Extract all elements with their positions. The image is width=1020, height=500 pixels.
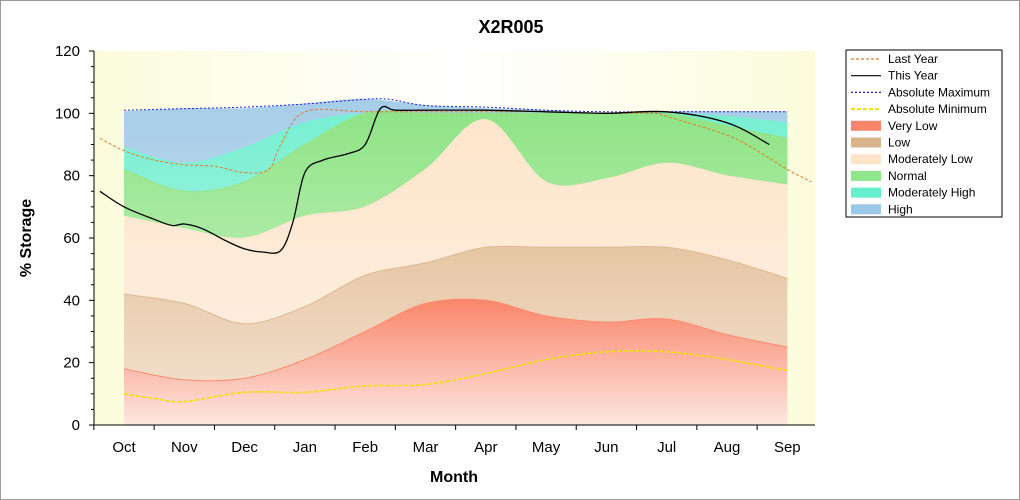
legend-item-last-year: Last Year: [851, 52, 938, 66]
legend-label: Very Low: [888, 119, 938, 133]
y-tick-label: 0: [72, 417, 80, 434]
band-edge-normal: [123, 110, 788, 193]
x-tick-label: Feb: [352, 439, 378, 456]
legend-label: Absolute Maximum: [888, 85, 990, 99]
y-tick-label: 80: [63, 168, 80, 185]
legend-swatch-icon: [851, 187, 881, 198]
x-tick-label: Jun: [594, 439, 618, 456]
x-tick-label: Dec: [231, 439, 258, 456]
legend-label: This Year: [888, 69, 938, 83]
x-tick-label: Apr: [474, 439, 497, 456]
legend-item-absolute-minimum: Absolute Minimum: [851, 102, 987, 116]
legend-item-absolute-maximum: Absolute Maximum: [851, 85, 990, 99]
x-tick-label: Nov: [171, 439, 198, 456]
y-axis-label: % Storage: [18, 199, 35, 277]
series-this-year: [99, 105, 770, 254]
y-tick-label: 60: [63, 230, 80, 247]
x-tick-label: Sep: [774, 439, 801, 456]
series-absolute-maximum: [123, 98, 788, 113]
y-tick-label: 100: [55, 105, 80, 122]
y-tick-label: 20: [63, 355, 80, 372]
legend-item-normal: Normal: [851, 169, 927, 183]
legend-item-high: High: [851, 202, 913, 216]
legend-label: Normal: [888, 169, 927, 183]
y-ticks: 0 20 40 60 80 100 120: [55, 43, 94, 434]
y-tick-label: 120: [55, 43, 80, 60]
legend-label: Absolute Minimum: [888, 102, 987, 116]
legend-label: Moderately High: [888, 186, 975, 200]
storage-lines: [99, 98, 812, 403]
legend-item-moderately-high: Moderately High: [851, 186, 975, 200]
legend-item-this-year: This Year: [851, 69, 938, 83]
band-very-low: [124, 299, 788, 425]
legend-item-low: Low: [851, 136, 910, 150]
y-tick-label: 40: [63, 292, 80, 309]
series-last-year: [99, 108, 812, 183]
x-tick-label: Oct: [112, 439, 136, 456]
legend-swatch-icon: [851, 137, 881, 148]
x-tick-label: Aug: [714, 439, 741, 456]
legend-item-moderately-low: Moderately Low: [851, 152, 973, 166]
legend-label: Last Year: [888, 52, 938, 66]
chart-title: X2R005: [478, 17, 543, 37]
legend: Last Year This Year Absolute Maximum Absolu…: [845, 49, 1003, 218]
x-tick-label: Jul: [657, 439, 676, 456]
legend-item-very-low: Very Low: [851, 119, 938, 133]
x-tick-label: May: [532, 439, 561, 456]
band-edge-very-low: [123, 298, 788, 382]
series-absolute-minimum: [123, 350, 788, 403]
band-edge-low: [123, 245, 788, 325]
legend-swatch-icon: [851, 170, 881, 181]
legend-label: Low: [888, 136, 910, 150]
x-ticks: Oct Nov Dec Jan Feb Mar Apr May Jun Jul Aug Sep: [93, 425, 801, 456]
x-axis-label: Month: [430, 469, 478, 486]
x-tick-label: Jan: [293, 439, 317, 456]
legend-swatch-icon: [851, 154, 881, 165]
storage-bands: [123, 98, 788, 425]
legend-label: Moderately Low: [888, 152, 973, 166]
x-tick-label: Mar: [413, 439, 439, 456]
legend-swatch-icon: [851, 204, 881, 215]
band-edge-mod-low: [123, 119, 788, 239]
legend-swatch-icon: [851, 120, 881, 131]
legend-label: High: [888, 202, 913, 216]
